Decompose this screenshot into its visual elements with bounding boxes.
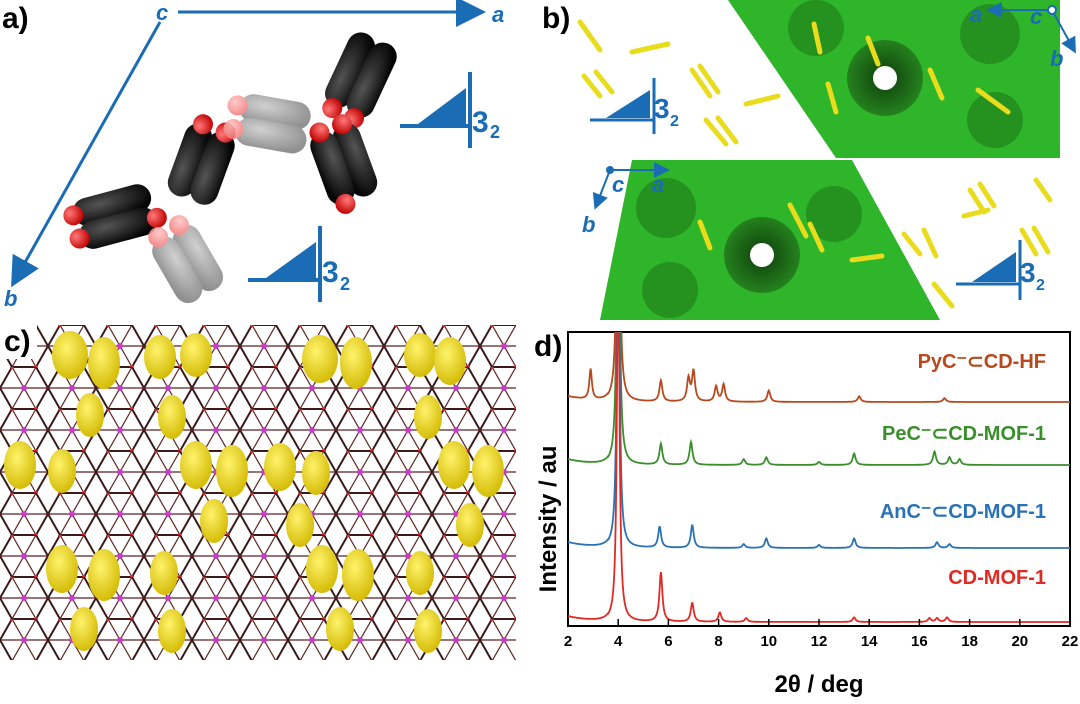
xrd-trace-3 [568,332,1070,549]
symmetry-2-b-left: 2 [670,113,679,130]
x-tick-label: 12 [811,633,828,650]
xrd-chart: 2 4 6 8 10 12 14 16 18 20 22 PyC⁻⊂CD-HF PeC⁻⊂CD-MOF… [535,331,1079,698]
panel-a-label: a) [2,2,29,35]
axis-c-label-top: c [1030,4,1042,29]
series-label-3: AnC⁻⊂CD-MOF-1 [880,501,1046,523]
axis-c-label-bottom: c [612,172,624,197]
panel-d: d) 2 4 6 8 10 12 14 16 18 20 22 PyC⁻⊂CD-HF PeC⁻⊂CD-… [526,322,1080,699]
symmetry-2-b-right: 2 [1036,277,1045,294]
symmetry-3-upper: 3 [472,106,489,139]
x-tick-label: 20 [1011,633,1028,650]
series-label-4: CD-MOF-1 [948,567,1046,589]
symmetry-3-lower: 3 [322,256,339,289]
ghost-molecule-stack-1 [223,94,311,154]
framework-pore [967,92,1023,148]
axis-b-label-top: b [1050,46,1063,71]
axis-c-marker-bottom [606,166,614,174]
axis-b-arrow-top [1051,9,1076,54]
xrd-trace-1 [568,332,1070,403]
screw-axis-symbol-lower: 3 2 [248,226,350,302]
screw-axis-symbol-right: 3 2 [956,240,1045,300]
y-axis-title: Intensity / au [535,446,562,593]
guest-clusters [4,331,504,653]
panel-b-label: b) [542,2,571,35]
panel-b-structure: a c b c a b 3 2 3 2 [577,0,1076,320]
guest-molecules [577,19,1053,309]
axis-c-label: c [156,0,168,25]
screw-axis-symbol-left: 3 2 [590,78,679,134]
ghost-molecule-stack-2 [148,215,223,304]
panel-b: b) [540,0,1080,320]
framework-pore-opening [750,243,774,267]
framework-pore [806,186,862,242]
symmetry-2-upper: 2 [490,122,500,142]
molecule-stack-3 [309,114,378,214]
molecule-stack-4 [63,184,167,249]
symmetry-2-lower: 2 [340,274,350,294]
panel-c-structure [0,325,516,660]
framework-pore [960,4,1020,64]
axis-b-arrow-bottom [592,169,611,210]
x-tick-label: 16 [911,633,928,650]
framework-pore [636,178,696,238]
framework-pore [642,262,698,318]
x-tick-label: 22 [1062,633,1079,650]
axis-a-label-bottom: a [652,172,664,197]
x-tick-label: 8 [714,633,722,650]
x-axis-title: 2θ / deg [775,671,864,698]
x-tick-label: 18 [961,633,978,650]
panel-c: c) [0,325,516,660]
axis-b-label-bottom: b [582,212,595,237]
molecule-stack-1 [322,32,397,129]
symmetry-3-b-right: 3 [1020,257,1036,288]
axis-a-label: a [492,2,504,27]
framework-pore-opening [873,66,897,90]
axis-a-label-top: a [970,2,982,27]
panel-a: a) c a b [0,0,540,311]
series-label-1: PyC⁻⊂CD-HF [918,351,1046,373]
axis-b-arrow [11,21,162,288]
xrd-trace-2 [568,332,1070,466]
x-tick-label: 4 [614,633,623,650]
x-tick-label: 2 [564,633,572,650]
x-tick-label: 10 [760,633,777,650]
series-label-2: PeC⁻⊂CD-MOF-1 [882,423,1046,445]
axis-c-marker-top [1047,5,1057,15]
panel-d-label: d) [534,330,563,363]
screw-axis-symbol-upper: 3 2 [400,72,500,148]
x-tick-label: 6 [664,633,672,650]
panel-c-label: c) [0,325,37,359]
framework-mesh [0,325,516,660]
x-tick-label: 14 [861,633,878,650]
axis-b-label: b [4,286,17,310]
symmetry-3-b-left: 3 [654,93,670,124]
panel-a-structure: c a b [4,0,504,311]
